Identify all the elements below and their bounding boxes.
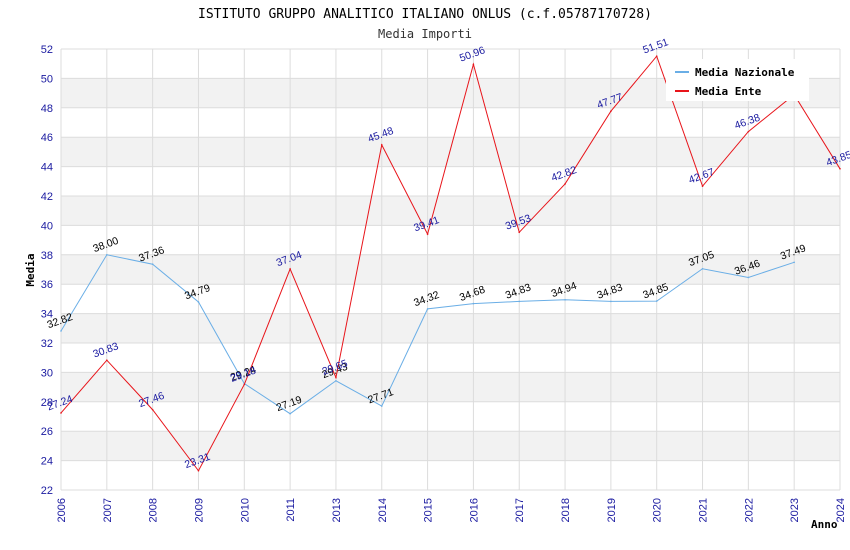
data-point	[518, 300, 521, 303]
data-point	[335, 376, 337, 379]
data-point	[243, 383, 246, 386]
x-tick-label: 2015	[423, 498, 435, 522]
grid-band	[61, 372, 840, 402]
x-tick-label: 2022	[743, 498, 755, 522]
data-point	[106, 254, 108, 256]
data-point	[60, 412, 62, 414]
data-point	[426, 233, 429, 235]
data-point	[472, 63, 475, 66]
data-point	[289, 268, 291, 270]
x-tick-label: 2013	[331, 498, 343, 522]
data-point	[197, 301, 200, 303]
data-point	[289, 412, 291, 415]
data-label: 51.51	[641, 36, 670, 56]
data-label: 46.38	[733, 112, 762, 132]
data-point	[335, 379, 337, 382]
data-point	[610, 300, 612, 303]
y-tick-label: 42	[41, 191, 53, 203]
x-tick-label: 2009	[193, 498, 205, 522]
y-tick-label: 32	[41, 338, 53, 350]
data-point	[655, 300, 658, 302]
x-tick-label: 2020	[652, 498, 664, 522]
data-label: 34.32	[412, 289, 441, 309]
data-point	[701, 185, 704, 187]
y-axis-label: Media	[24, 253, 37, 286]
legend-entry: Media Nazionale	[695, 66, 795, 79]
x-tick-label: 2023	[789, 498, 801, 522]
grid-band	[61, 431, 840, 461]
legend-box	[666, 59, 809, 101]
legend: Media Nazionale Media Ente	[666, 59, 809, 101]
y-tick-label: 52	[41, 44, 53, 56]
x-tick-label: 2007	[102, 498, 114, 522]
x-tick-label: 2010	[239, 498, 251, 522]
x-tick-label: 2019	[606, 498, 618, 522]
x-tick-label: 2006	[56, 498, 68, 522]
data-point	[151, 408, 154, 411]
data-point	[701, 267, 704, 270]
grid-band	[61, 137, 840, 167]
y-tick-label: 22	[41, 485, 53, 497]
data-point	[151, 263, 154, 266]
y-tick-label: 44	[41, 162, 53, 174]
data-point	[793, 261, 795, 264]
y-tick-label: 38	[41, 250, 53, 262]
data-point	[472, 302, 475, 305]
data-point	[106, 359, 108, 361]
data-label: 34.68	[458, 284, 487, 304]
data-point	[564, 183, 566, 185]
data-point	[197, 469, 200, 472]
x-tick-label: 2017	[514, 498, 526, 522]
y-tick-label: 30	[41, 367, 53, 379]
x-tick-label: 2021	[698, 498, 710, 522]
y-tick-label: 34	[41, 309, 53, 321]
grid-band	[61, 313, 840, 343]
chart-subtitle: Media Importi	[378, 27, 472, 41]
axis-ticks: 22 24 26 28 30 32 34 36 38 40 42 44 46 48 50 52 2006 2007…	[41, 44, 847, 522]
y-tick-label: 26	[41, 426, 53, 438]
y-tick-label: 40	[41, 220, 53, 232]
data-point	[518, 231, 521, 234]
data-point	[564, 298, 566, 301]
x-tick-label: 2018	[560, 498, 572, 522]
x-tick-label: 2014	[377, 498, 389, 522]
data-point	[610, 110, 612, 112]
series-line	[60, 55, 841, 472]
grid-band	[61, 196, 840, 226]
y-tick-label: 24	[41, 456, 53, 468]
data-point	[747, 130, 750, 133]
x-tick-label: 2008	[148, 498, 160, 522]
data-point	[426, 308, 429, 310]
x-axis-label: Anno	[811, 518, 838, 531]
plot-grid	[60, 48, 841, 491]
y-tick-label: 48	[41, 103, 53, 115]
data-label: 50.96	[458, 44, 487, 64]
x-tick-label: 2024	[835, 498, 847, 522]
data-point	[747, 276, 750, 279]
y-tick-label: 36	[41, 279, 53, 291]
data-label: 38.00	[91, 235, 120, 255]
chart-title: ISTITUTO GRUPPO ANALITICO ITALIANO ONLUS…	[198, 7, 652, 22]
data-point	[839, 168, 841, 170]
data-point	[60, 330, 62, 332]
grid-band	[61, 254, 840, 285]
legend-entry: Media Ente	[695, 85, 762, 98]
y-tick-label: 28	[41, 397, 53, 409]
data-point	[380, 144, 383, 146]
data-label: 34.79	[183, 282, 212, 302]
x-tick-label: 2011	[285, 498, 297, 522]
y-tick-label: 50	[41, 73, 53, 85]
y-tick-label: 46	[41, 132, 53, 144]
data-point	[655, 55, 658, 58]
data-point	[380, 405, 383, 407]
x-tick-label: 2016	[468, 498, 480, 522]
